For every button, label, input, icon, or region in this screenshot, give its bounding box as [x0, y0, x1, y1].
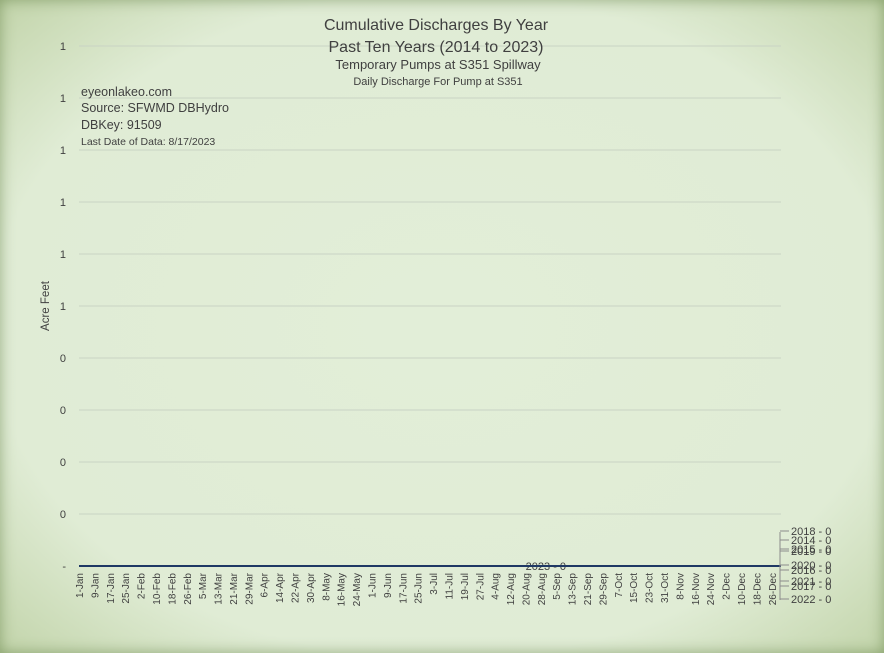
- end-label: 2016 - 0: [791, 565, 831, 577]
- x-tick-label: 24-May: [352, 573, 363, 606]
- y-tick-label: 0: [60, 457, 66, 469]
- x-tick-label: 6-Apr: [260, 572, 271, 597]
- x-tick-label: 26-Dec: [768, 573, 779, 605]
- x-tick-label: 17-Jun: [398, 573, 409, 604]
- end-label: 2017 - 0: [791, 581, 831, 593]
- end-label: 2022 - 0: [791, 594, 831, 606]
- annotation-last-date: Last Date of Data: 8/17/2023: [81, 136, 215, 148]
- x-tick-label: 12-Aug: [506, 573, 517, 605]
- y-tick-label: -: [62, 561, 66, 573]
- x-tick-label: 9-Jun: [383, 573, 394, 598]
- x-tick-label: 23-Oct: [645, 573, 656, 603]
- end-label: 2014 - 0: [791, 535, 831, 547]
- y-tick-label: 0: [60, 509, 66, 521]
- x-tick-label: 25-Jan: [121, 573, 132, 604]
- x-tick-label: 5-Sep: [552, 573, 563, 600]
- x-tick-label: 3-Jul: [429, 573, 440, 595]
- x-tick-label: 31-Oct: [660, 573, 671, 603]
- x-tick-label: 17-Jan: [106, 573, 117, 604]
- x-axis-ticks: 1-Jan 9-Jan 17-Jan 25-Jan 2-Feb 10-Feb 18-Feb 2…: [75, 572, 779, 606]
- x-tick-label: 20-Aug: [521, 573, 532, 605]
- annotation-dbkey: DBKey: 91509: [81, 118, 162, 132]
- x-tick-label: 14-Apr: [275, 572, 286, 603]
- end-label: 2018 - 0: [791, 526, 831, 538]
- y-tick-label: 1: [60, 41, 66, 53]
- y-tick-label: 1: [60, 197, 66, 209]
- annotation-source: Source: SFWMD DBHydro: [81, 101, 229, 115]
- x-tick-label: 22-Apr: [291, 572, 302, 603]
- x-tick-label: 18-Feb: [167, 573, 178, 605]
- x-tick-label: 10-Dec: [737, 573, 748, 605]
- x-tick-label: 13-Sep: [568, 573, 579, 606]
- chart-title: Cumulative Discharges By Year: [324, 17, 549, 34]
- x-tick-label: 2-Feb: [137, 573, 148, 600]
- end-label: 2020 - 0: [791, 560, 831, 572]
- end-label: 2021 - 0: [791, 576, 831, 588]
- x-tick-label: 16-May: [337, 573, 348, 606]
- x-tick-label: 19-Jul: [460, 573, 471, 600]
- chart-subtitle-3: Daily Discharge For Pump at S351: [353, 76, 522, 88]
- series-lines: 2023 - 0: [79, 561, 781, 573]
- x-tick-label: 24-Nov: [706, 573, 717, 605]
- x-tick-label: 27-Jul: [475, 573, 486, 600]
- x-tick-label: 10-Feb: [152, 573, 163, 605]
- x-tick-label: 11-Jul: [444, 573, 455, 600]
- x-tick-label: 30-Apr: [306, 572, 317, 603]
- x-tick-label: 1-Jun: [368, 573, 379, 598]
- x-tick-label: 7-Oct: [614, 573, 625, 598]
- x-tick-label: 1-Jan: [75, 573, 86, 598]
- x-tick-label: 4-Aug: [491, 573, 502, 600]
- x-tick-label: 26-Feb: [183, 573, 194, 605]
- x-tick-label: 28-Aug: [537, 573, 548, 605]
- chart-subtitle-1: Past Ten Years (2014 to 2023): [329, 39, 544, 56]
- x-tick-label: 25-Jun: [414, 573, 425, 604]
- y-axis-ticks: - 0 0 0 0 1 1 1 1 1 1: [60, 41, 66, 573]
- y-tick-label: 0: [60, 405, 66, 417]
- x-tick-label: 9-Jan: [90, 573, 101, 598]
- y-tick-label: 0: [60, 353, 66, 365]
- y-tick-label: 1: [60, 249, 66, 261]
- x-tick-label: 13-Mar: [214, 572, 225, 604]
- y-tick-label: 1: [60, 93, 66, 105]
- x-tick-label: 21-Mar: [229, 572, 240, 604]
- x-tick-label: 21-Sep: [583, 573, 594, 606]
- y-axis-label: Acre Feet: [40, 280, 52, 331]
- x-tick-label: 5-Mar: [198, 572, 209, 599]
- x-tick-label: 16-Nov: [691, 573, 702, 605]
- x-tick-label: 29-Mar: [244, 572, 255, 604]
- gridlines: [79, 45, 781, 515]
- x-tick-label: 8-Nov: [675, 573, 686, 600]
- chart-subtitle-2: Temporary Pumps at S351 Spillway: [335, 57, 541, 72]
- x-tick-label: 8-May: [321, 573, 332, 601]
- x-tick-label: 2-Dec: [722, 573, 733, 600]
- x-tick-label: 15-Oct: [629, 573, 640, 603]
- x-tick-label: 29-Sep: [598, 573, 609, 606]
- y-tick-label: 1: [60, 301, 66, 313]
- x-tick-label: 18-Dec: [752, 573, 763, 605]
- annotation-website: eyeonlakeo.com: [81, 85, 172, 99]
- y-tick-label: 1: [60, 145, 66, 157]
- end-label: 2019 - 0: [791, 546, 831, 558]
- end-label: 2015 - 0: [791, 544, 831, 556]
